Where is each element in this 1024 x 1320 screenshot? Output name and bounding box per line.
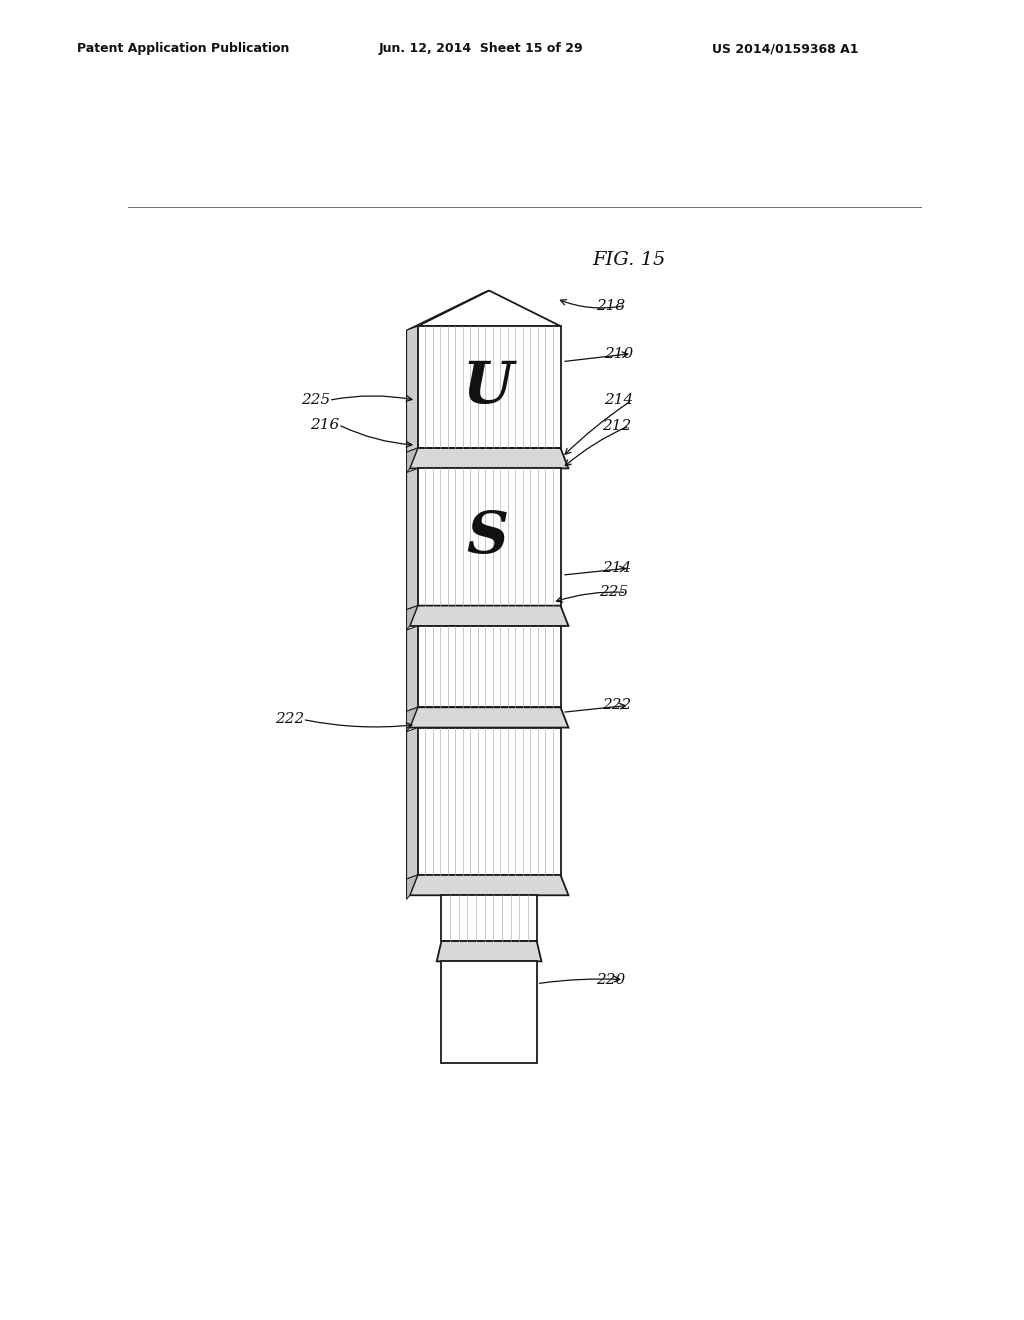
Text: 225: 225 xyxy=(301,393,331,408)
Text: Patent Application Publication: Patent Application Publication xyxy=(77,42,289,55)
Polygon shape xyxy=(410,447,568,469)
Text: 225: 225 xyxy=(599,585,628,599)
Text: FIG. 15: FIG. 15 xyxy=(592,251,666,269)
Text: Jun. 12, 2014  Sheet 15 of 29: Jun. 12, 2014 Sheet 15 of 29 xyxy=(379,42,584,55)
Text: 212: 212 xyxy=(602,418,631,433)
Text: 222: 222 xyxy=(274,713,304,726)
Text: US 2014/0159368 A1: US 2014/0159368 A1 xyxy=(712,42,858,55)
Text: 216: 216 xyxy=(310,417,340,432)
Polygon shape xyxy=(407,626,418,711)
Text: U: U xyxy=(462,359,513,416)
Text: 210: 210 xyxy=(604,347,634,360)
Polygon shape xyxy=(410,875,568,895)
Text: 220: 220 xyxy=(596,973,626,986)
Polygon shape xyxy=(418,326,560,447)
Text: 214: 214 xyxy=(604,393,634,408)
Polygon shape xyxy=(407,326,418,453)
Polygon shape xyxy=(418,290,560,326)
Text: 214: 214 xyxy=(602,561,631,576)
Polygon shape xyxy=(407,469,418,610)
Polygon shape xyxy=(407,606,418,630)
Text: 218: 218 xyxy=(596,298,626,313)
Polygon shape xyxy=(407,727,418,879)
Polygon shape xyxy=(441,961,537,1063)
Polygon shape xyxy=(418,469,560,606)
Polygon shape xyxy=(407,447,418,473)
Polygon shape xyxy=(410,708,568,727)
Text: 222: 222 xyxy=(602,698,631,713)
Polygon shape xyxy=(407,875,418,899)
Polygon shape xyxy=(410,606,568,626)
Polygon shape xyxy=(418,727,560,875)
Polygon shape xyxy=(407,290,489,330)
Polygon shape xyxy=(436,941,542,961)
Polygon shape xyxy=(407,708,418,731)
Text: S: S xyxy=(467,508,509,565)
Polygon shape xyxy=(441,895,537,941)
Polygon shape xyxy=(418,626,560,708)
